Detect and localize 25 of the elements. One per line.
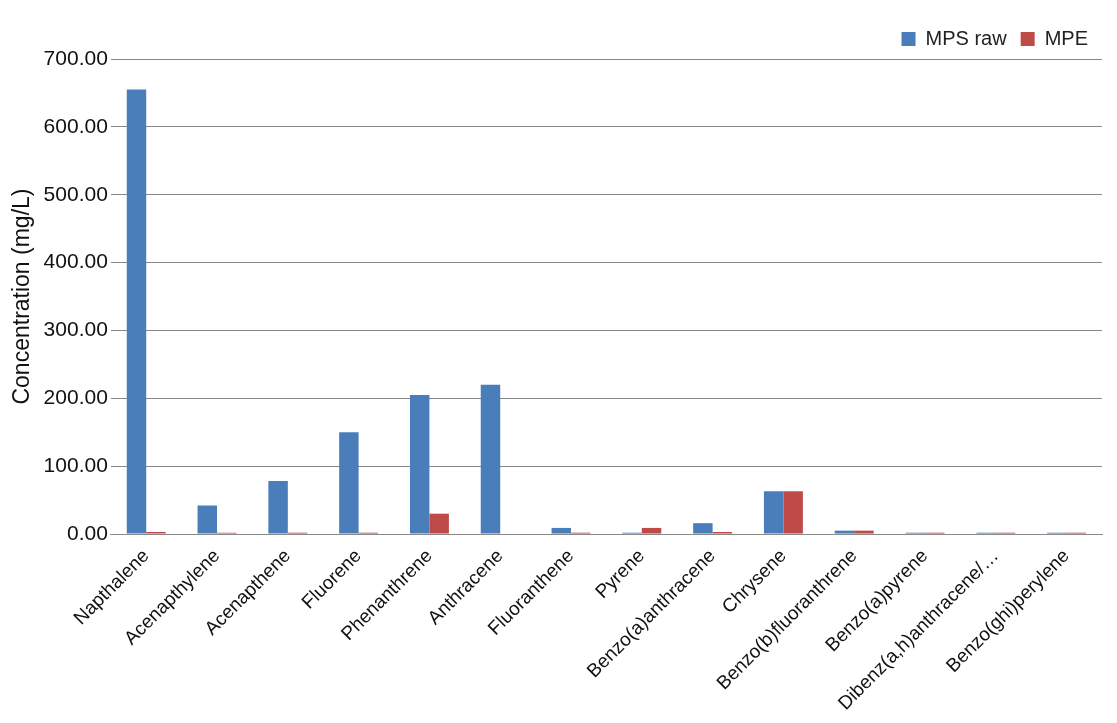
bar <box>854 530 874 534</box>
bar <box>268 481 288 534</box>
legend-label: MPS raw <box>925 26 1008 49</box>
bar <box>339 432 359 534</box>
bar <box>429 513 449 534</box>
y-tick-label: 300.00 <box>43 317 108 341</box>
bar <box>197 505 218 534</box>
y-tick-label: 500.00 <box>43 181 108 205</box>
bar <box>783 491 803 534</box>
y-tick-label: 200.00 <box>43 385 108 409</box>
bar <box>480 384 501 534</box>
bar <box>126 89 147 534</box>
bar <box>693 523 713 534</box>
y-tick-label: 700.00 <box>43 45 108 69</box>
bar <box>551 527 572 534</box>
bar <box>409 394 430 534</box>
y-axis-title: Concentration (mg/L) <box>8 188 35 405</box>
y-tick-label: 600.00 <box>43 113 108 137</box>
bar <box>763 491 784 534</box>
y-tick-label: 400.00 <box>43 249 108 273</box>
y-tick-label: 0.00 <box>66 520 108 544</box>
y-tick-label: 100.00 <box>43 452 108 476</box>
legend-label: MPE <box>1044 26 1088 49</box>
bar <box>641 527 662 534</box>
bar <box>834 530 855 534</box>
